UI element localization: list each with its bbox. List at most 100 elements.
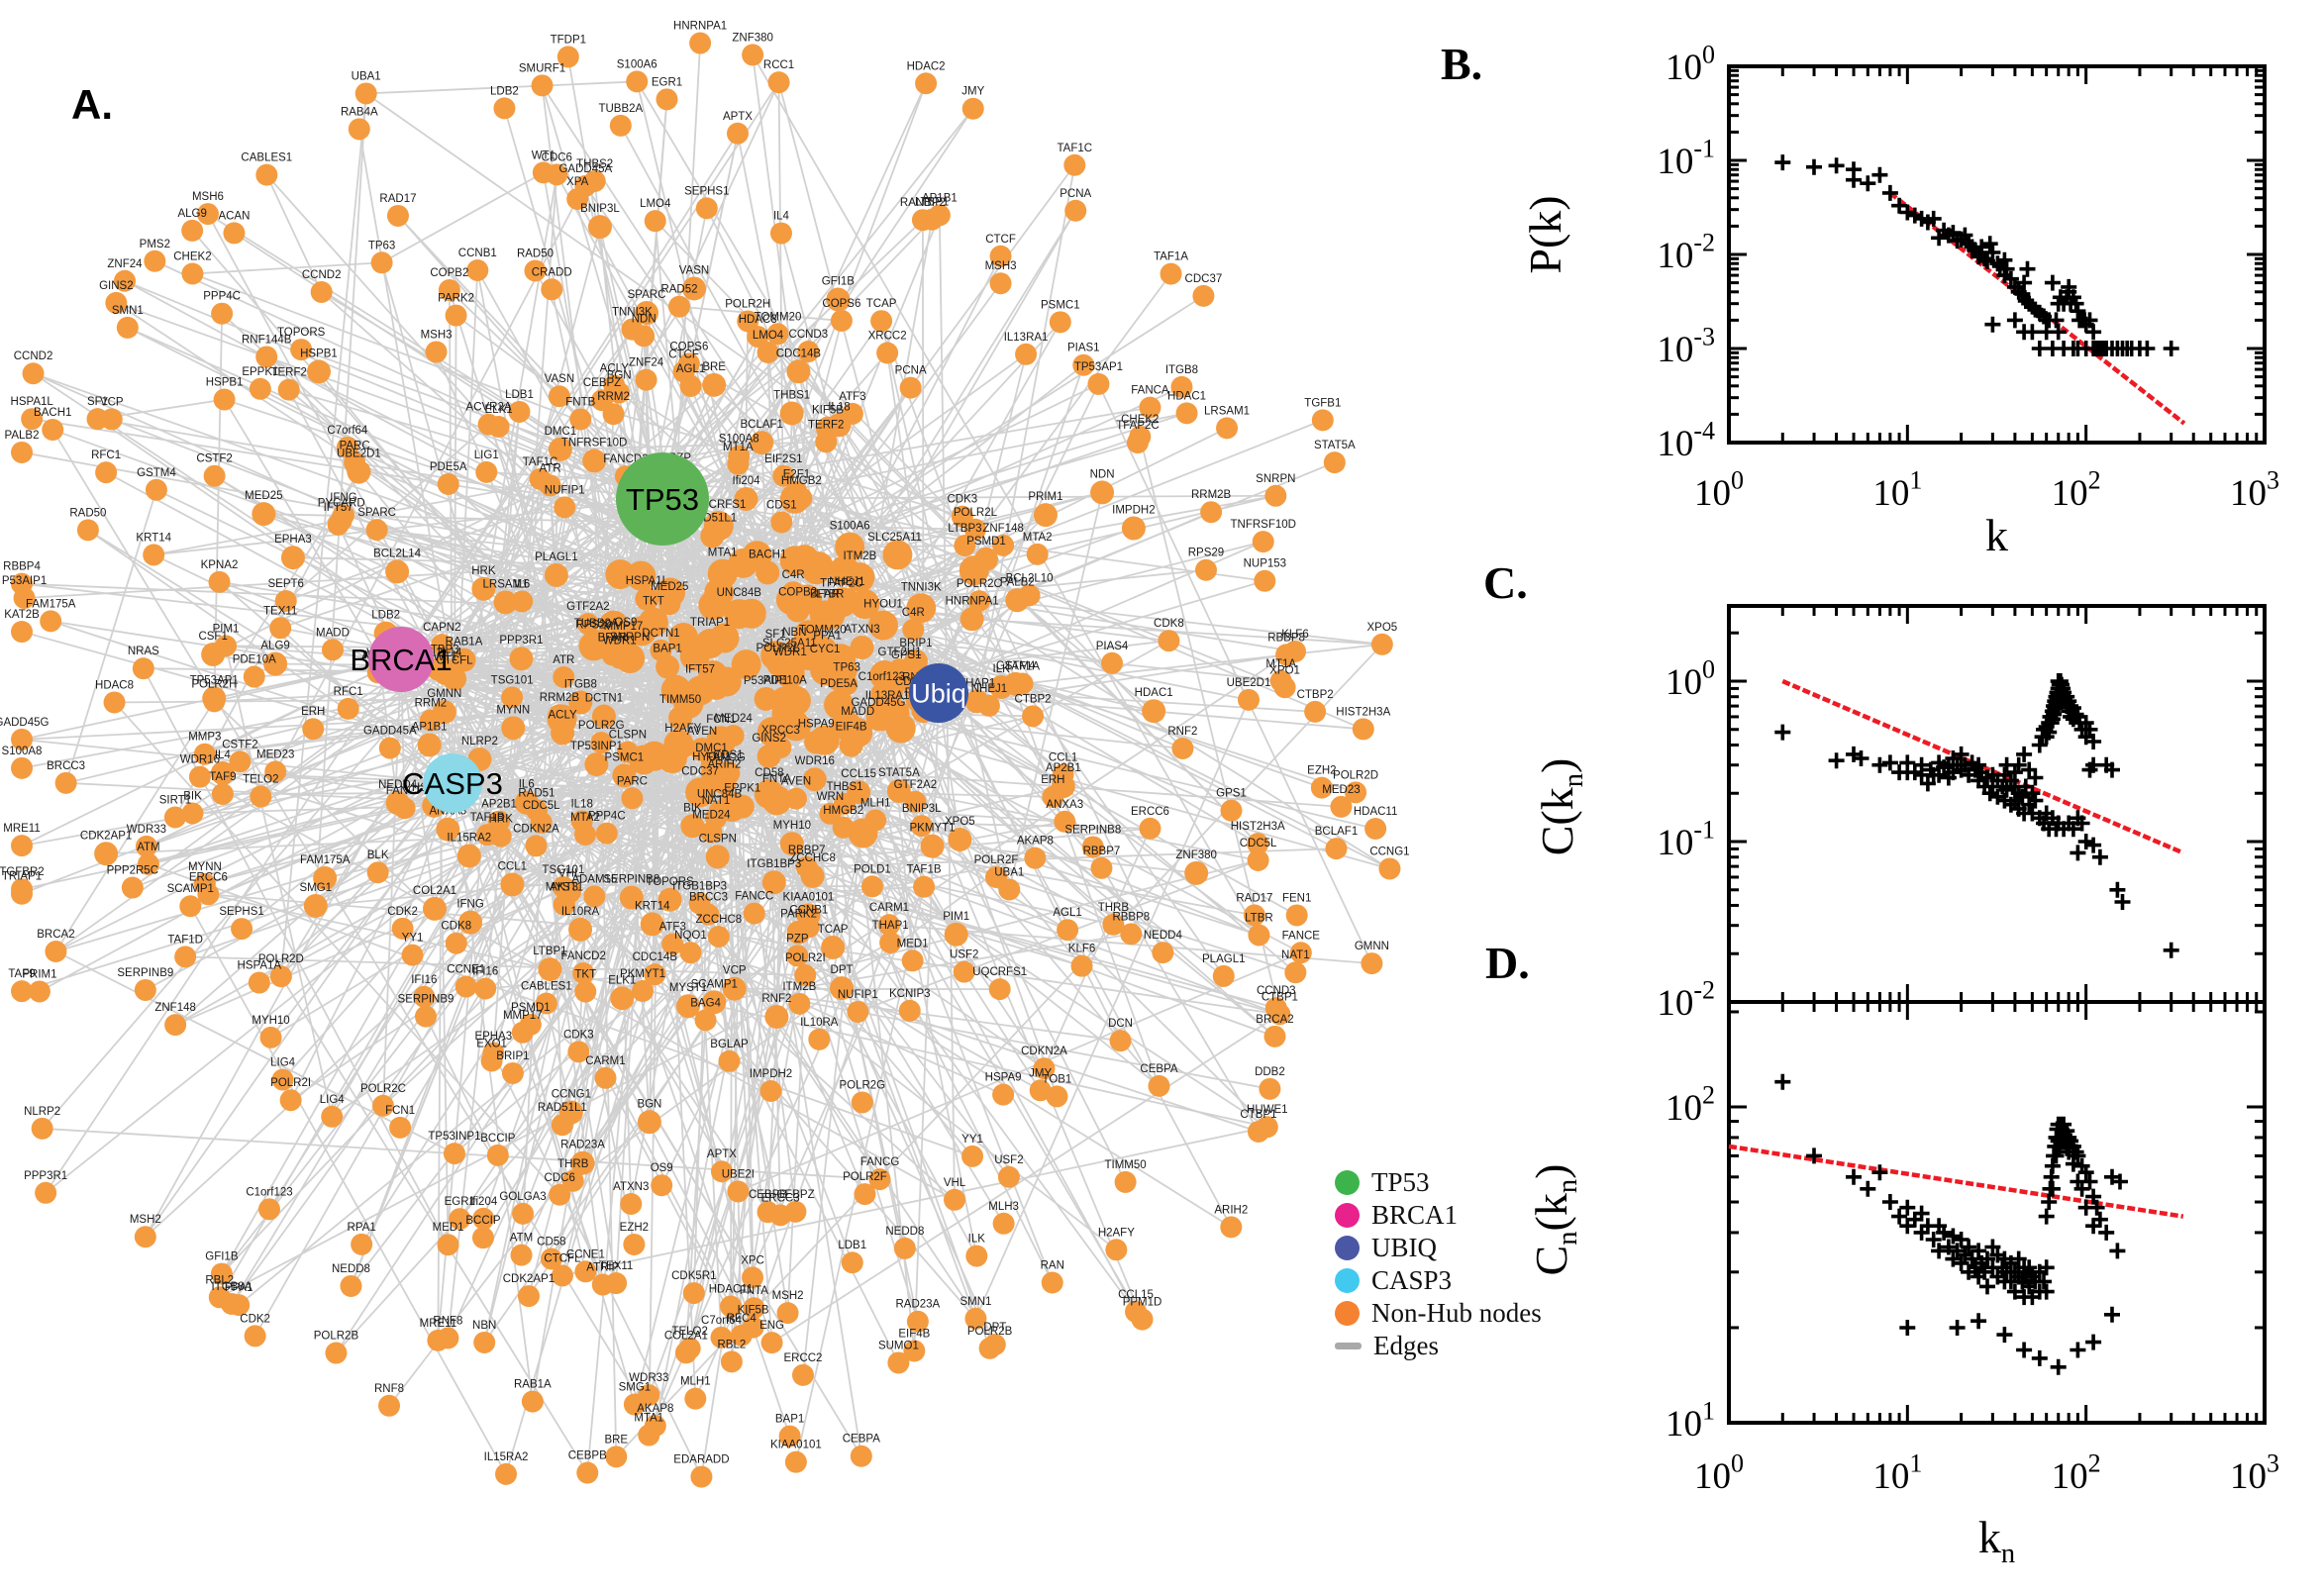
svg-text:CDC6: CDC6 [542,151,572,163]
svg-text:THAP1: THAP1 [959,677,995,689]
scatter-points [1774,673,2179,958]
svg-text:VCP: VCP [723,965,747,977]
svg-text:MED23: MED23 [256,748,294,760]
svg-text:EPHA3: EPHA3 [274,534,312,546]
svg-text:RAD23A: RAD23A [560,1140,605,1151]
svg-text:LMO4: LMO4 [640,198,671,210]
svg-text:P53AIP1: P53AIP1 [744,675,788,687]
svg-text:BFAR: BFAR [810,588,840,600]
svg-text:ENG: ENG [759,1320,784,1332]
svg-text:ZNF380: ZNF380 [1175,849,1217,861]
svg-text:E2F1: E2F1 [783,469,811,481]
svg-text:BRCC3: BRCC3 [689,892,728,904]
x-tick-labels: 100 101 102 103 [1694,1448,2279,1497]
svg-text:EIF4B: EIF4B [836,722,867,734]
panel-c-label: C. [1483,557,1528,608]
svg-text:APTX: APTX [707,1148,737,1160]
svg-text:POLR2B: POLR2B [314,1331,359,1343]
svg-text:MRE11: MRE11 [420,1318,457,1330]
svg-text:k: k [1985,510,2008,560]
svg-text:DDB2: DDB2 [1255,1066,1285,1078]
svg-text:RAD52: RAD52 [660,284,697,296]
svg-text:NBN: NBN [782,627,806,639]
svg-text:XRCC2: XRCC2 [868,330,907,342]
legend-item-edges: Edges [1335,1331,1542,1360]
svg-text:ITM2B: ITM2B [782,981,816,993]
svg-text:VASN: VASN [679,264,709,276]
svg-text:NDN: NDN [632,313,656,325]
svg-text:HMGB2: HMGB2 [781,475,822,487]
svg-text:SERPINB8: SERPINB8 [603,874,659,886]
svg-text:CDKN2A: CDKN2A [1021,1046,1067,1057]
svg-text:HSPB1: HSPB1 [206,377,244,389]
svg-text:ANXA3: ANXA3 [1046,799,1083,811]
svg-text:MMP17: MMP17 [503,1010,543,1022]
svg-text:RBL2: RBL2 [205,1274,234,1286]
svg-text:LTBP1: LTBP1 [915,197,949,209]
svg-text:ERCC3: ERCC3 [761,1192,800,1204]
svg-text:PLAGL1: PLAGL1 [535,551,577,563]
svg-text:GADD45G: GADD45G [0,717,50,729]
svg-text:POLR2H: POLR2H [191,678,237,690]
svg-text:HYOU1: HYOU1 [692,751,732,763]
svg-text:CDK5R1: CDK5R1 [671,1270,716,1282]
svg-text:PARK2: PARK2 [438,293,474,305]
svg-text:AKAP8: AKAP8 [1017,836,1054,848]
legend-item-non-hub-nodes: Non-Hub nodes [1335,1298,1542,1328]
svg-text:MED24: MED24 [714,713,753,725]
svg-text:ATM: ATM [137,842,159,853]
svg-text:KPNA2: KPNA2 [201,559,239,571]
svg-text:POLR2H: POLR2H [725,298,770,310]
svg-text:POLR2B: POLR2B [967,1326,1013,1338]
svg-text:SNRPN: SNRPN [1256,473,1295,485]
svg-text:BCL2L14: BCL2L14 [373,548,422,559]
svg-text:XPO5: XPO5 [945,816,975,828]
svg-text:RAD17: RAD17 [1236,892,1272,904]
svg-text:CDK8: CDK8 [1154,618,1184,630]
svg-text:AVEN: AVEN [687,726,717,738]
svg-text:EGR1: EGR1 [445,1196,475,1208]
svg-text:GOLGA3: GOLGA3 [499,1191,546,1203]
svg-text:POLR2F: POLR2F [843,1171,887,1183]
svg-text:BRIP1: BRIP1 [496,1050,529,1062]
svg-text:TNNI3K: TNNI3K [612,307,653,319]
svg-text:ATRIP: ATRIP [586,1262,619,1274]
svg-text:TERF2: TERF2 [808,419,844,431]
svg-text:BCCIP: BCCIP [480,1133,515,1145]
svg-text:NDN: NDN [1090,468,1115,480]
svg-text:BAG4: BAG4 [690,997,721,1009]
svg-text:GTF2A2: GTF2A2 [894,779,937,791]
hub-node-brca1: BRCA1 [350,627,453,692]
svg-text:DCTN1: DCTN1 [585,693,623,705]
svg-text:SLC25A11: SLC25A11 [867,532,922,544]
svg-text:CCNB1: CCNB1 [458,248,497,259]
svg-text:TRIAP1: TRIAP1 [2,871,42,883]
svg-text:IL4: IL4 [773,211,790,223]
svg-text:DMC1: DMC1 [545,426,577,438]
svg-text:ACVR2A: ACVR2A [466,402,512,414]
svg-text:IL4: IL4 [215,749,232,761]
svg-text:TNFRSF10D: TNFRSF10D [1230,519,1295,531]
svg-text:KCNIP3: KCNIP3 [889,988,931,1000]
legend-label: UBIQ [1371,1233,1437,1262]
svg-text:ATXN3: ATXN3 [844,624,879,636]
y-tick-labels: 100 10-1 10-2 [1657,654,1715,1024]
svg-text:HRK: HRK [489,814,514,826]
svg-text:CDK8: CDK8 [441,921,471,933]
ubiq-node-swatch [1335,1236,1360,1260]
svg-text:AP1B1: AP1B1 [412,721,448,733]
legend-label: BRCA1 [1371,1200,1459,1230]
svg-text:GINS2: GINS2 [99,280,134,292]
svg-text:JMY: JMY [961,86,984,98]
svg-text:PSMC1: PSMC1 [1041,299,1080,311]
svg-text:TAF1C: TAF1C [1058,143,1093,154]
svg-text:ZCCHC8: ZCCHC8 [696,914,743,926]
svg-text:ITGB1BP3: ITGB1BP3 [747,858,801,870]
svg-text:RBBP8: RBBP8 [1267,632,1305,644]
svg-text:EIF2S1: EIF2S1 [764,453,802,465]
svg-text:NBN: NBN [472,1320,496,1332]
svg-text:MED25: MED25 [245,490,282,502]
svg-text:SERPINB9: SERPINB9 [117,967,173,979]
svg-text:101: 101 [1666,1396,1715,1445]
svg-text:C7orf64: C7orf64 [327,425,368,437]
